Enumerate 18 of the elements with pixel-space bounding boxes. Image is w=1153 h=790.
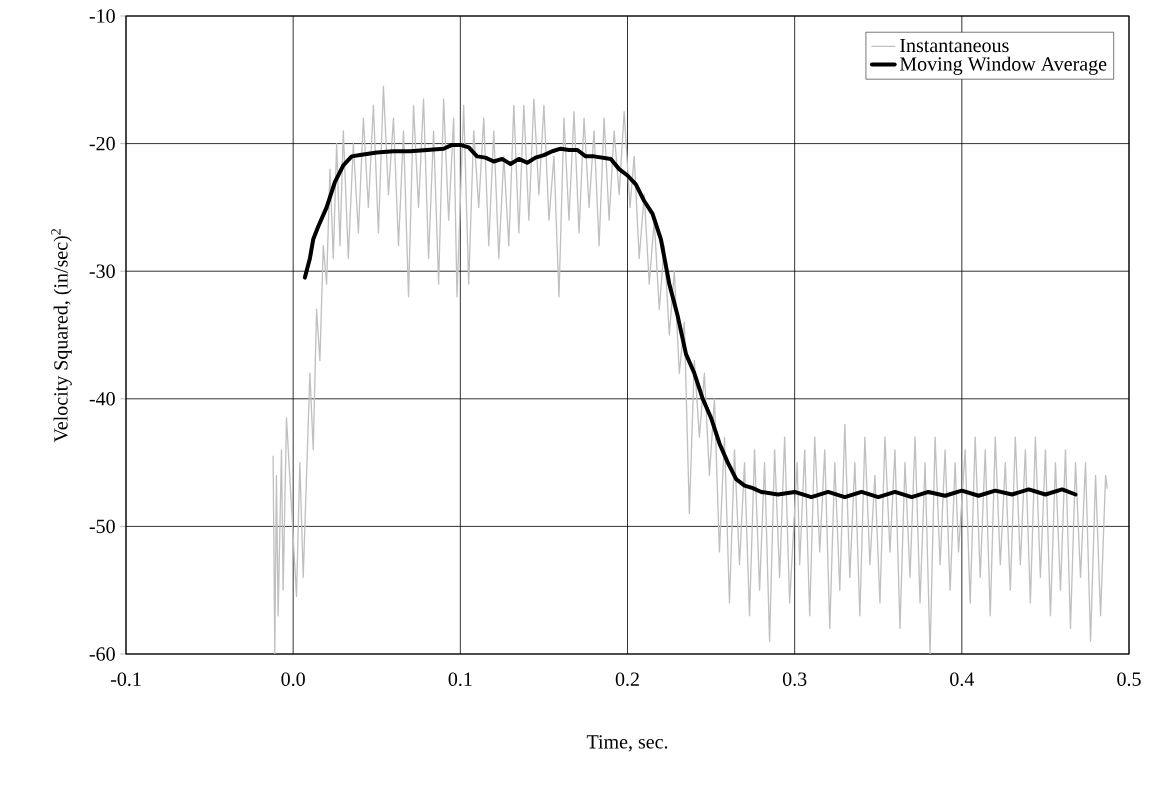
x-tick-label: 0.0: [281, 672, 305, 686]
y-tick-label: -50: [89, 519, 115, 534]
y-tick-label: -60: [89, 647, 115, 661]
x-tick-label: 0.4: [950, 672, 975, 686]
legend-label: Instantaneous: [900, 38, 1009, 53]
x-tick-label: 0.1: [448, 672, 472, 686]
x-tick-label: 0.3: [782, 672, 807, 686]
line-series: [272, 85, 1108, 654]
y-tick-label: -20: [89, 136, 115, 151]
x-tick-label: 0.2: [615, 672, 639, 686]
y-axis-title: Velocity Squared, (in/sec)$^{2}$: [51, 229, 72, 443]
x-tick-label: -0.1: [110, 672, 141, 686]
y-tick-label: -10: [89, 9, 115, 23]
x-tick-label: 0.5: [1117, 672, 1141, 686]
y-tick-label: -30: [89, 264, 115, 278]
y-tick-label: -40: [89, 392, 115, 406]
legend-label: Moving Window Average: [899, 56, 1107, 75]
x-axis-title: Time, sec.: [586, 735, 668, 752]
